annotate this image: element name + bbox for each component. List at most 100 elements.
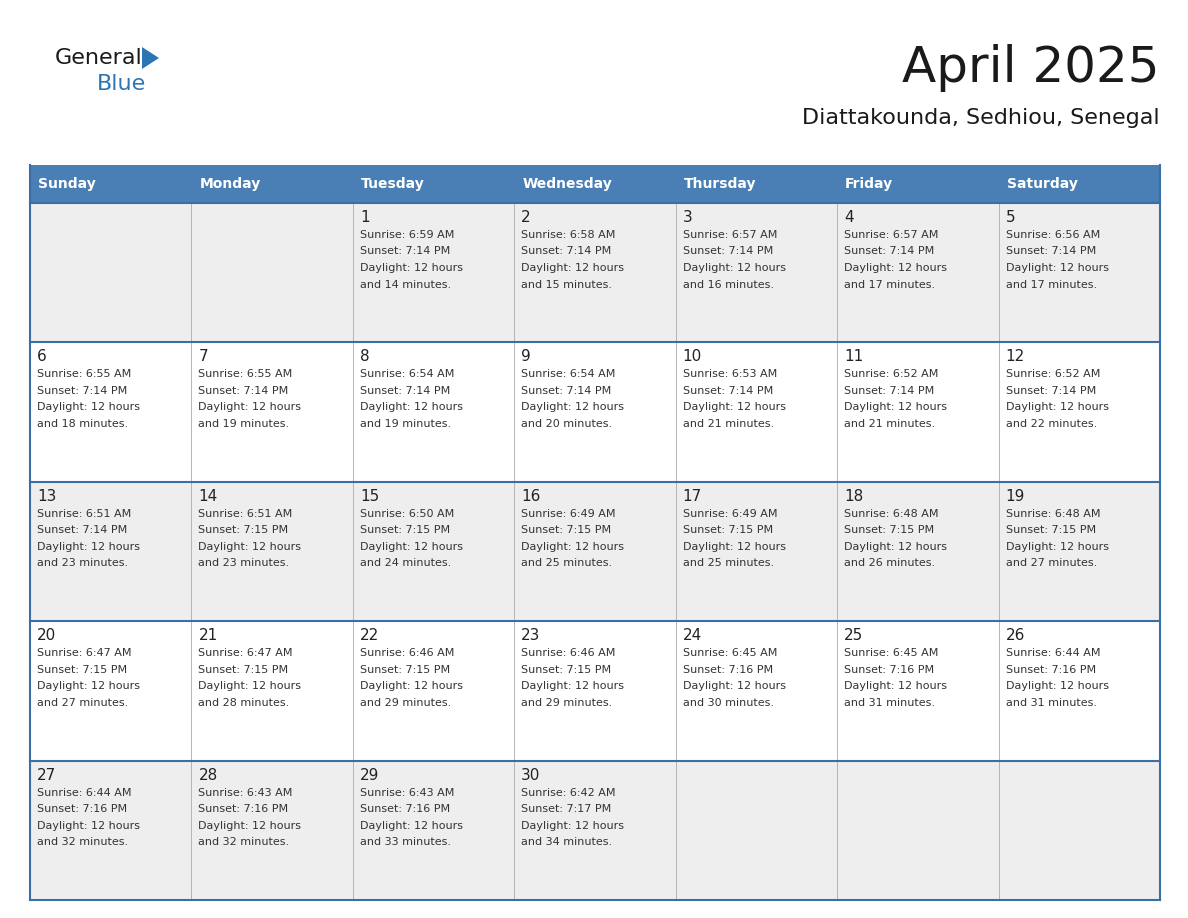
Text: 16: 16 xyxy=(522,488,541,504)
Bar xyxy=(191,621,353,761)
Text: 27: 27 xyxy=(37,767,56,783)
Text: Daylight: 12 hours: Daylight: 12 hours xyxy=(37,542,140,552)
Bar xyxy=(353,203,514,342)
Text: 12: 12 xyxy=(1005,350,1025,364)
Text: and 20 minutes.: and 20 minutes. xyxy=(522,419,612,429)
Text: Sunrise: 6:42 AM: Sunrise: 6:42 AM xyxy=(522,788,615,798)
Text: Sunrise: 6:46 AM: Sunrise: 6:46 AM xyxy=(522,648,615,658)
Bar xyxy=(838,165,999,203)
Text: Sunset: 7:14 PM: Sunset: 7:14 PM xyxy=(37,386,127,396)
Bar xyxy=(191,165,353,203)
Text: Wednesday: Wednesday xyxy=(523,177,612,191)
Bar xyxy=(999,342,1159,482)
Bar xyxy=(191,761,353,900)
Text: Sunrise: 6:44 AM: Sunrise: 6:44 AM xyxy=(37,788,132,798)
Text: Sunrise: 6:45 AM: Sunrise: 6:45 AM xyxy=(683,648,777,658)
Bar xyxy=(999,482,1159,621)
Text: Sunset: 7:14 PM: Sunset: 7:14 PM xyxy=(845,386,935,396)
Text: and 19 minutes.: and 19 minutes. xyxy=(198,419,290,429)
Text: Sunset: 7:15 PM: Sunset: 7:15 PM xyxy=(522,525,612,535)
Bar xyxy=(30,342,191,482)
Text: and 14 minutes.: and 14 minutes. xyxy=(360,279,451,289)
Text: Sunset: 7:16 PM: Sunset: 7:16 PM xyxy=(1005,665,1095,675)
Text: and 29 minutes.: and 29 minutes. xyxy=(360,698,451,708)
Text: 11: 11 xyxy=(845,350,864,364)
Text: Daylight: 12 hours: Daylight: 12 hours xyxy=(360,681,463,691)
Text: Daylight: 12 hours: Daylight: 12 hours xyxy=(1005,681,1108,691)
Text: Daylight: 12 hours: Daylight: 12 hours xyxy=(360,821,463,831)
Text: 9: 9 xyxy=(522,350,531,364)
Bar xyxy=(353,761,514,900)
Text: 22: 22 xyxy=(360,628,379,644)
Bar xyxy=(676,482,838,621)
Text: Sunset: 7:15 PM: Sunset: 7:15 PM xyxy=(845,525,934,535)
Text: Sunday: Sunday xyxy=(38,177,96,191)
Text: 19: 19 xyxy=(1005,488,1025,504)
Text: Daylight: 12 hours: Daylight: 12 hours xyxy=(845,402,947,412)
Bar xyxy=(838,621,999,761)
Text: Daylight: 12 hours: Daylight: 12 hours xyxy=(845,542,947,552)
Bar xyxy=(30,165,191,203)
Text: Friday: Friday xyxy=(845,177,893,191)
Text: Sunrise: 6:49 AM: Sunrise: 6:49 AM xyxy=(522,509,615,519)
Text: Daylight: 12 hours: Daylight: 12 hours xyxy=(683,263,785,273)
Bar xyxy=(191,342,353,482)
Text: Daylight: 12 hours: Daylight: 12 hours xyxy=(360,263,463,273)
Text: 26: 26 xyxy=(1005,628,1025,644)
Bar xyxy=(838,203,999,342)
Text: Daylight: 12 hours: Daylight: 12 hours xyxy=(1005,542,1108,552)
Text: Sunset: 7:14 PM: Sunset: 7:14 PM xyxy=(683,247,773,256)
Text: 15: 15 xyxy=(360,488,379,504)
Text: Daylight: 12 hours: Daylight: 12 hours xyxy=(198,681,302,691)
Text: Sunset: 7:14 PM: Sunset: 7:14 PM xyxy=(1005,247,1095,256)
Text: Sunrise: 6:44 AM: Sunrise: 6:44 AM xyxy=(1005,648,1100,658)
Bar xyxy=(191,203,353,342)
Bar xyxy=(30,482,191,621)
Text: and 31 minutes.: and 31 minutes. xyxy=(845,698,935,708)
Text: and 18 minutes.: and 18 minutes. xyxy=(37,419,128,429)
Text: and 32 minutes.: and 32 minutes. xyxy=(37,837,128,847)
Text: Daylight: 12 hours: Daylight: 12 hours xyxy=(683,402,785,412)
Text: 23: 23 xyxy=(522,628,541,644)
Text: and 15 minutes.: and 15 minutes. xyxy=(522,279,612,289)
Text: Thursday: Thursday xyxy=(684,177,757,191)
Text: Daylight: 12 hours: Daylight: 12 hours xyxy=(522,821,624,831)
Text: Daylight: 12 hours: Daylight: 12 hours xyxy=(522,542,624,552)
Text: and 21 minutes.: and 21 minutes. xyxy=(845,419,935,429)
Text: Sunset: 7:16 PM: Sunset: 7:16 PM xyxy=(198,804,289,814)
Text: Daylight: 12 hours: Daylight: 12 hours xyxy=(37,821,140,831)
Text: Sunrise: 6:43 AM: Sunrise: 6:43 AM xyxy=(360,788,454,798)
Text: Sunset: 7:15 PM: Sunset: 7:15 PM xyxy=(360,665,450,675)
Bar xyxy=(514,761,676,900)
Text: and 27 minutes.: and 27 minutes. xyxy=(37,698,128,708)
Text: Sunrise: 6:55 AM: Sunrise: 6:55 AM xyxy=(198,369,292,379)
Text: and 19 minutes.: and 19 minutes. xyxy=(360,419,451,429)
Text: and 33 minutes.: and 33 minutes. xyxy=(360,837,451,847)
Text: Daylight: 12 hours: Daylight: 12 hours xyxy=(522,263,624,273)
Text: 5: 5 xyxy=(1005,210,1016,225)
Text: Diattakounda, Sedhiou, Senegal: Diattakounda, Sedhiou, Senegal xyxy=(802,108,1159,128)
Text: Sunset: 7:15 PM: Sunset: 7:15 PM xyxy=(522,665,612,675)
Text: 13: 13 xyxy=(37,488,56,504)
Text: Sunset: 7:14 PM: Sunset: 7:14 PM xyxy=(522,386,612,396)
Text: 1: 1 xyxy=(360,210,369,225)
Text: Sunrise: 6:45 AM: Sunrise: 6:45 AM xyxy=(845,648,939,658)
Text: Sunrise: 6:55 AM: Sunrise: 6:55 AM xyxy=(37,369,131,379)
Bar xyxy=(514,203,676,342)
Text: and 17 minutes.: and 17 minutes. xyxy=(1005,279,1097,289)
Bar xyxy=(30,761,191,900)
Bar xyxy=(999,165,1159,203)
Bar xyxy=(353,165,514,203)
Text: 4: 4 xyxy=(845,210,854,225)
Text: Sunrise: 6:52 AM: Sunrise: 6:52 AM xyxy=(845,369,939,379)
Bar xyxy=(514,621,676,761)
Text: Sunset: 7:16 PM: Sunset: 7:16 PM xyxy=(683,665,773,675)
Text: Sunset: 7:14 PM: Sunset: 7:14 PM xyxy=(198,386,289,396)
Text: Sunset: 7:14 PM: Sunset: 7:14 PM xyxy=(1005,386,1095,396)
Bar xyxy=(676,761,838,900)
Text: Sunrise: 6:43 AM: Sunrise: 6:43 AM xyxy=(198,788,292,798)
Text: Daylight: 12 hours: Daylight: 12 hours xyxy=(198,542,302,552)
Text: and 28 minutes.: and 28 minutes. xyxy=(198,698,290,708)
Text: Daylight: 12 hours: Daylight: 12 hours xyxy=(522,681,624,691)
Text: Daylight: 12 hours: Daylight: 12 hours xyxy=(37,681,140,691)
